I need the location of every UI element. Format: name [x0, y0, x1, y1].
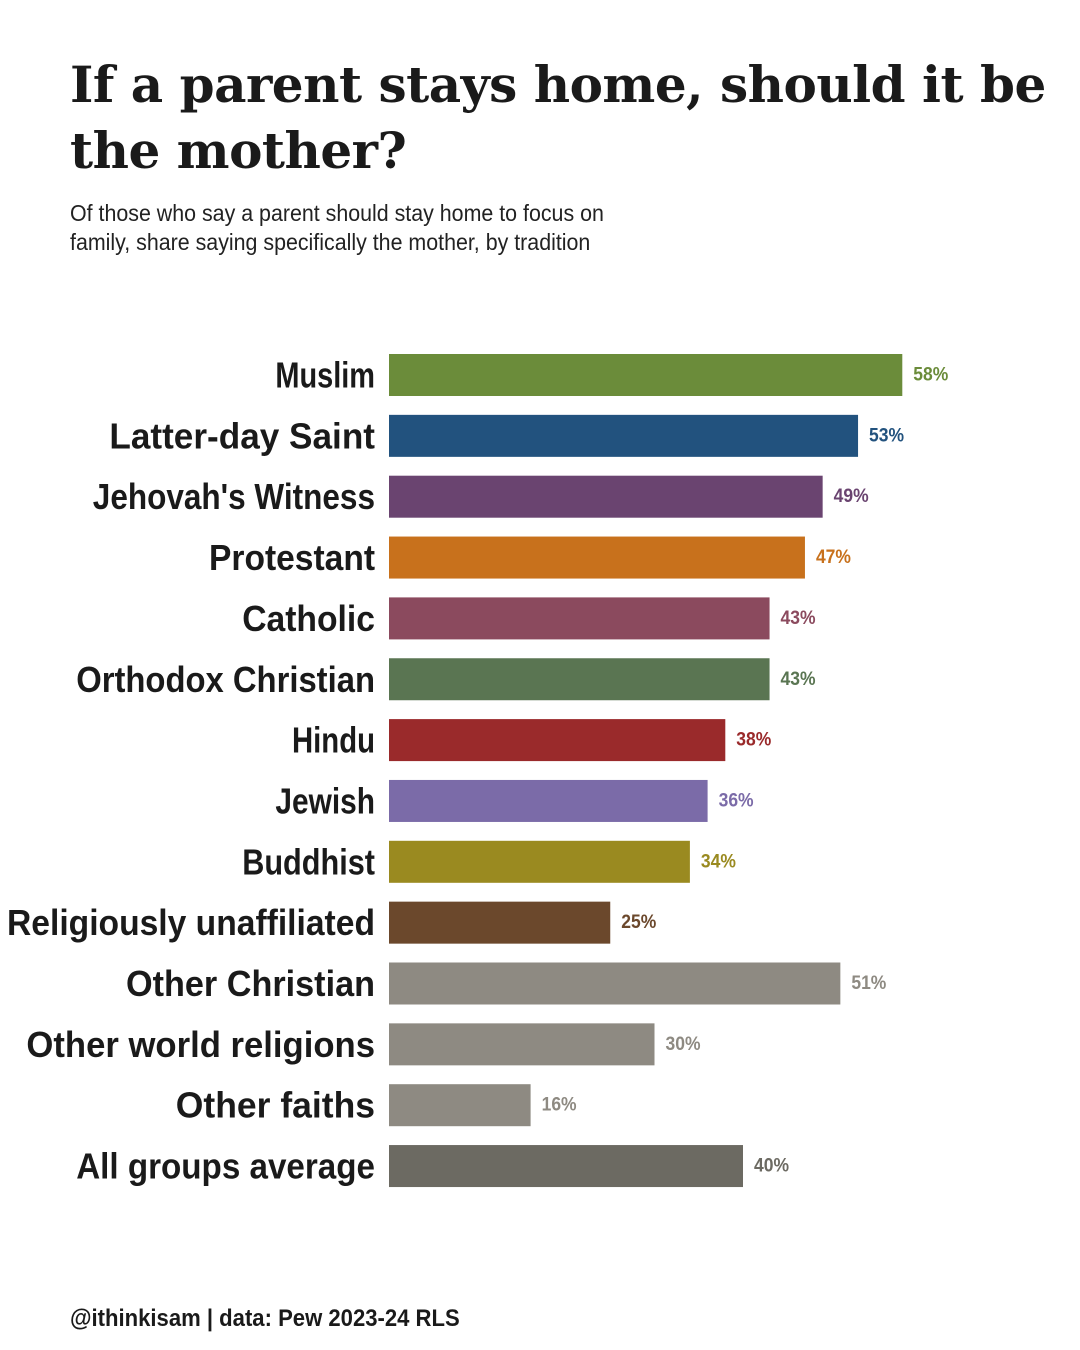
- bar-jehovah-s-witness: [389, 475, 823, 518]
- bar-all-groups-average: [389, 1145, 743, 1188]
- value-label: 34%: [701, 851, 736, 872]
- value-label: 49%: [834, 486, 869, 507]
- value-label: 43%: [781, 608, 816, 629]
- category-label: Jehovah's Witness: [93, 476, 375, 517]
- bar-row-buddhist: Buddhist 34%: [242, 840, 736, 883]
- bar-row-orthodox-christian: Orthodox Christian 43%: [76, 658, 816, 701]
- value-label: 25%: [621, 912, 656, 933]
- bar-row-protestant: Protestant 47%: [209, 536, 851, 579]
- bar-row-hindu: Hindu 38%: [292, 719, 771, 762]
- value-label: 36%: [719, 790, 754, 811]
- category-label: Catholic: [242, 598, 375, 639]
- category-label: Muslim: [275, 355, 375, 396]
- bar-row-other-christian: Other Christian 51%: [126, 962, 886, 1005]
- bar-protestant: [389, 536, 805, 579]
- category-label: Buddhist: [242, 841, 375, 882]
- bar-orthodox-christian: [389, 658, 770, 701]
- bar-buddhist: [389, 840, 690, 883]
- category-label: Protestant: [209, 537, 375, 578]
- category-label: Religiously unaffiliated: [7, 902, 375, 943]
- value-label: 30%: [666, 1034, 701, 1055]
- category-label: Orthodox Christian: [76, 659, 375, 700]
- category-label: Hindu: [292, 720, 375, 761]
- value-label: 16%: [542, 1095, 577, 1116]
- bar-row-religiously-unaffiliated: Religiously unaffiliated 25%: [7, 901, 656, 944]
- value-label: 47%: [816, 547, 851, 568]
- bar-latter-day-saint: [389, 414, 859, 457]
- bar-row-other-faiths: Other faiths 16%: [176, 1084, 577, 1127]
- value-label: 51%: [851, 973, 886, 994]
- bar-muslim: [389, 354, 903, 396]
- bar-row-all-groups-average: All groups average 40%: [76, 1145, 789, 1188]
- bar-row-other-world-religions: Other world religions 30%: [26, 1023, 701, 1066]
- bar-catholic: [389, 597, 770, 640]
- value-label: 53%: [869, 425, 904, 446]
- chart-subtitle: Of those who say a parent should stay ho…: [70, 200, 604, 255]
- bar-row-jewish: Jewish 36%: [275, 779, 754, 822]
- footer-credit: @ithinkisam | data: Pew 2023-24 RLS: [70, 1305, 460, 1332]
- value-label: 58%: [913, 365, 948, 386]
- category-label: Other Christian: [126, 963, 375, 1004]
- bar-row-muslim: Muslim 58%: [275, 354, 948, 396]
- bar-jewish: [389, 779, 708, 822]
- category-label: All groups average: [76, 1146, 375, 1187]
- bar-religiously-unaffiliated: [389, 901, 611, 944]
- bar-row-latter-day-saint: Latter-day Saint 53%: [109, 414, 904, 457]
- bar-hindu: [389, 719, 726, 762]
- value-label: 38%: [736, 730, 771, 751]
- value-label: 40%: [754, 1156, 789, 1177]
- chart-title: If a parent stays home, should it be the…: [70, 55, 1046, 180]
- category-label: Jewish: [275, 780, 375, 821]
- bar-other-christian: [389, 962, 841, 1005]
- category-label: Other world religions: [26, 1024, 375, 1065]
- bar-other-world-religions: [389, 1023, 655, 1066]
- bar-other-faiths: [389, 1084, 531, 1127]
- bar-row-jehovah-s-witness: Jehovah's Witness 49%: [93, 475, 869, 518]
- category-label: Other faiths: [176, 1085, 375, 1126]
- value-label: 43%: [781, 669, 816, 690]
- bar-row-catholic: Catholic 43%: [242, 597, 816, 640]
- category-label: Latter-day Saint: [109, 415, 375, 456]
